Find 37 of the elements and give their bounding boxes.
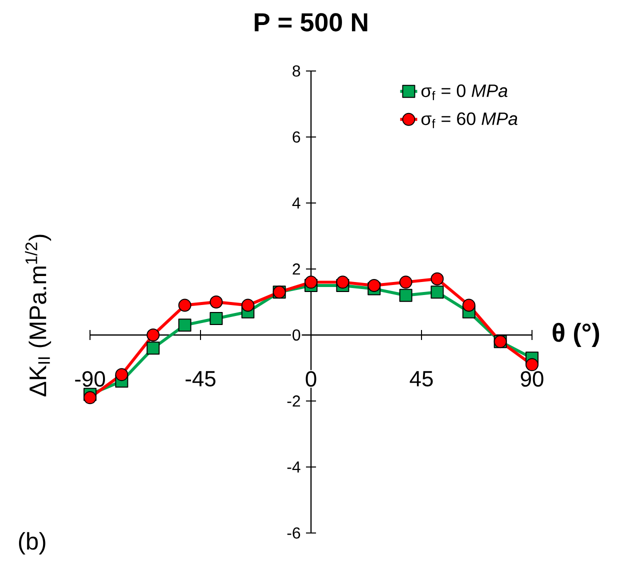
y-tick-label: 4	[292, 198, 300, 208]
point	[399, 276, 412, 289]
point	[368, 278, 381, 292]
point	[115, 368, 128, 382]
x-tick-label: 90	[520, 371, 544, 387]
point	[430, 272, 444, 286]
legend-label: σ$_{f}$ = 0 MPa	[421, 84, 508, 100]
x-tick-label: -45	[186, 371, 216, 386]
y-tick-label: 2	[292, 263, 300, 275]
point	[399, 288, 412, 302]
point	[146, 342, 160, 355]
point	[430, 286, 444, 299]
legend-label: σ$_{f}$ = 60 MPa	[421, 112, 518, 128]
y-tick-label: -4	[287, 462, 300, 472]
point	[178, 298, 192, 312]
point	[84, 391, 97, 404]
text: (b)	[19, 532, 46, 554]
point	[210, 295, 223, 308]
y-tick-label: 8	[292, 65, 300, 77]
point	[462, 298, 476, 312]
point	[146, 328, 160, 342]
point	[210, 312, 223, 325]
y-tick-label: -6	[287, 527, 300, 539]
chart-title: P = 500 N	[254, 13, 368, 32]
point	[336, 276, 350, 289]
point	[304, 276, 318, 289]
x-tick-label: 45	[410, 371, 433, 386]
point	[526, 358, 539, 372]
y-tick-label: -2	[287, 395, 300, 407]
point	[241, 298, 254, 312]
y-tick-label: 0	[292, 329, 300, 341]
y-axis-title: ΔK$_{II}$ (MPa.m$^{1/2}$)	[24, 234, 52, 396]
x-tick-label: 0	[306, 371, 316, 387]
x-tick-label: -90	[75, 371, 105, 387]
point	[178, 318, 192, 332]
x-axis-title: θ (°)	[552, 322, 600, 348]
y-tick-label: 6	[292, 131, 300, 143]
